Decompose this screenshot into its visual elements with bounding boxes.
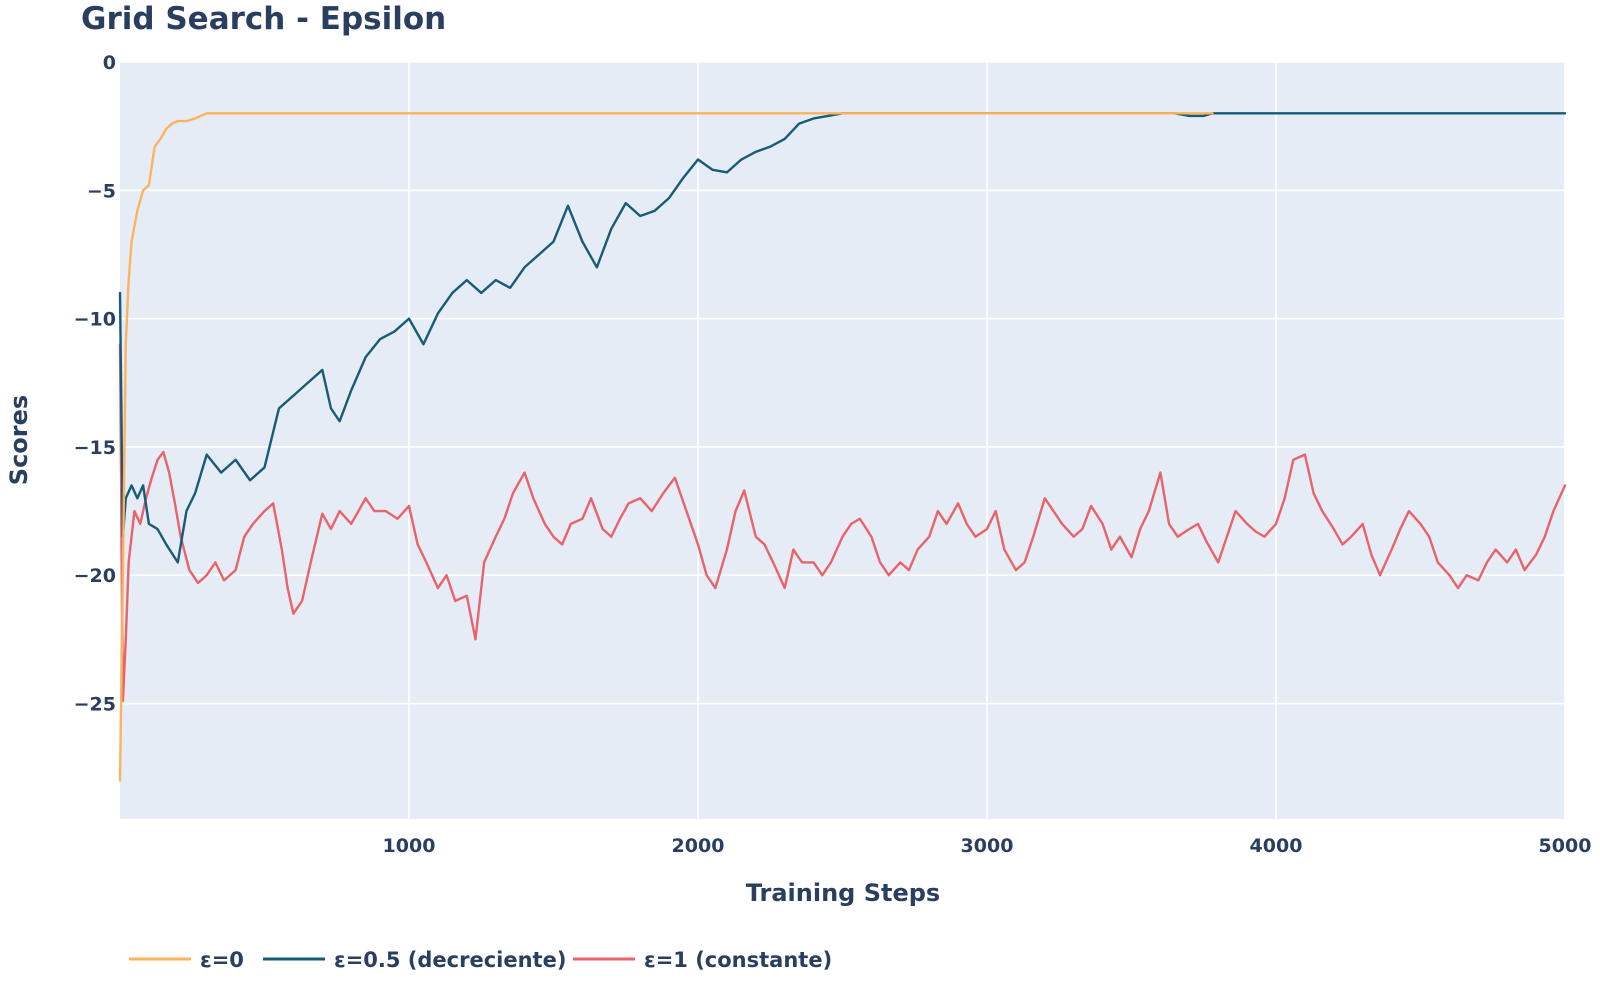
grid-lines <box>120 61 1566 819</box>
series-lines <box>118 112 1567 782</box>
x-tick-label: 4000 <box>1250 835 1303 857</box>
x-axis-title: Training Steps <box>746 879 940 907</box>
plot-area <box>120 62 1565 819</box>
y-tick-label: 0 <box>103 52 116 74</box>
x-tick-label: 3000 <box>961 835 1014 857</box>
y-tick-label: −5 <box>87 180 116 202</box>
y-tick-label: −10 <box>74 309 116 331</box>
legend-item-2[interactable]: ε=1 (constante) <box>573 948 832 972</box>
x-axis-ticks: 1000 2000 3000 4000 5000 <box>383 835 1592 857</box>
legend-item-0[interactable]: ε=0 <box>129 948 244 972</box>
series-line-2 <box>118 343 1567 703</box>
y-axis-title: Scores <box>5 395 33 485</box>
legend-item-1[interactable]: ε=0.5 (decreciente) <box>263 948 566 972</box>
series-line-0 <box>118 112 1214 782</box>
x-tick-label: 2000 <box>672 835 725 857</box>
y-axis-ticks: 0 −5 −10 −15 −20 −25 <box>74 52 116 716</box>
legend-label-1: ε=0.5 (decreciente) <box>334 948 566 972</box>
y-tick-label: −15 <box>74 437 116 459</box>
chart-title: Grid Search - Epsilon <box>81 1 446 37</box>
legend-label-2: ε=1 (constante) <box>644 948 832 972</box>
x-tick-label: 1000 <box>383 835 436 857</box>
x-tick-label: 5000 <box>1539 835 1592 857</box>
y-tick-label: −20 <box>74 565 116 587</box>
y-tick-label: −25 <box>74 694 116 716</box>
legend: ε=0 ε=0.5 (decreciente) ε=1 (constante) <box>129 948 832 972</box>
legend-label-0: ε=0 <box>200 948 244 972</box>
